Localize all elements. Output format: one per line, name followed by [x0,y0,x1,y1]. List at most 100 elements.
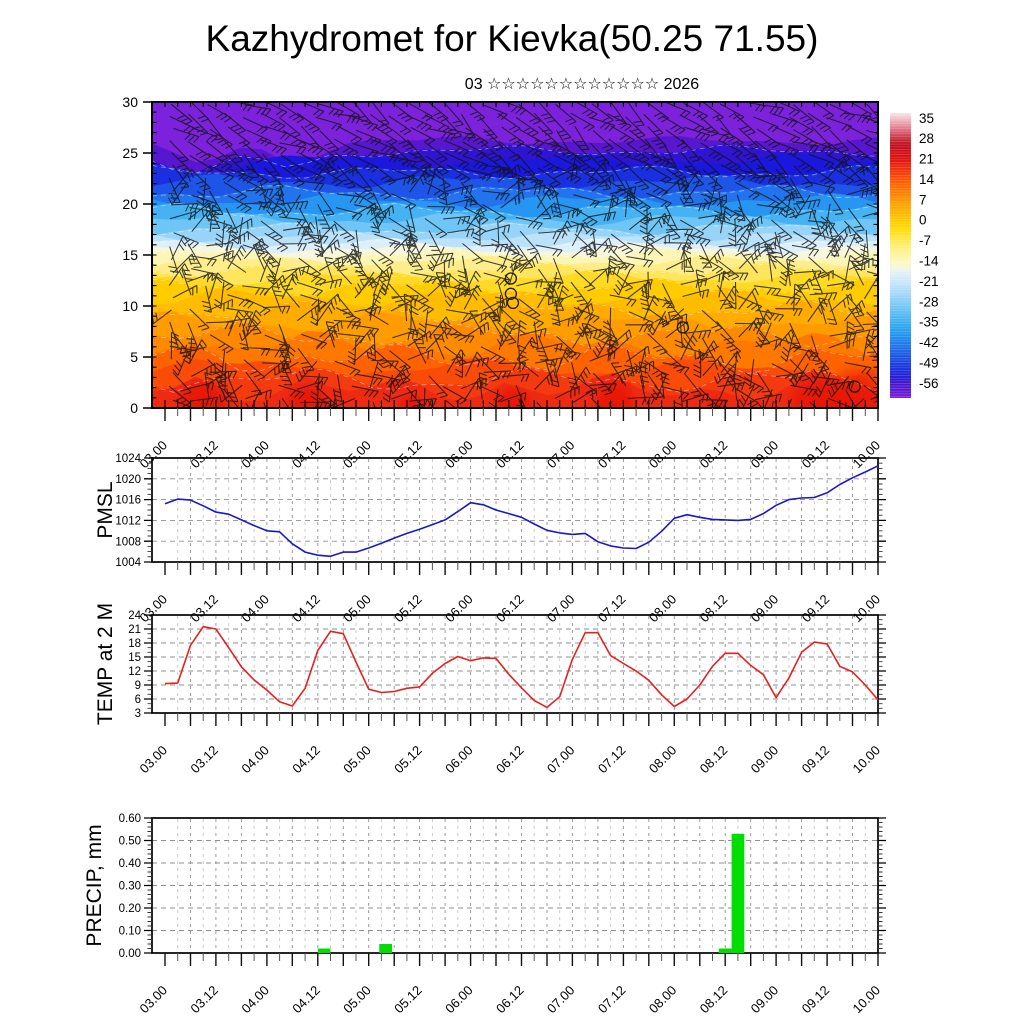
svg-text:07.00: 07.00 [544,743,578,777]
svg-text:3: 3 [135,708,141,720]
svg-text:08.00: 08.00 [646,983,680,1017]
svg-text:5: 5 [130,349,138,365]
svg-text:1008: 1008 [115,536,141,548]
svg-text:0.20: 0.20 [119,903,141,915]
svg-text:03.00: 03.00 [137,592,171,626]
svg-text:-42: -42 [919,335,939,350]
svg-text:09.00: 09.00 [748,743,782,777]
svg-text:21: 21 [919,152,934,167]
svg-text:09.12: 09.12 [799,743,833,777]
svg-text:10.00: 10.00 [850,743,884,777]
svg-text:-7: -7 [919,233,931,248]
svg-text:08.00: 08.00 [646,592,680,626]
svg-text:-56: -56 [919,376,939,391]
svg-text:03.00: 03.00 [137,438,171,472]
svg-text:04.12: 04.12 [289,983,323,1017]
svg-text:1020: 1020 [115,474,141,486]
svg-text:-14: -14 [919,253,939,268]
svg-text:07.12: 07.12 [595,743,629,777]
svg-text:14: 14 [919,172,935,187]
svg-text:08.12: 08.12 [697,743,731,777]
colorbar: 35 28 21 14 7 0 -7 -14 -21 -28 -35 -42 -49 -56 [890,111,939,398]
svg-text:03.00: 03.00 [137,743,171,777]
pmsl-panel: 1004 1008 1012 1016 1020 1024 03.00 03.12 04.00 0… [94,453,886,625]
svg-text:PRECIP, mm: PRECIP, mm [83,824,106,946]
svg-text:05.00: 05.00 [340,592,374,626]
svg-text:03.12: 03.12 [187,743,221,777]
svg-text:09.00: 09.00 [748,983,782,1017]
svg-text:06.00: 06.00 [442,983,476,1017]
svg-text:-28: -28 [919,294,939,309]
svg-text:06.00: 06.00 [442,743,476,777]
svg-text:24: 24 [128,610,141,622]
svg-text:0: 0 [130,400,138,416]
precip-bar [379,944,392,953]
precip-bar [718,948,732,953]
svg-text:04.00: 04.00 [238,592,272,626]
precip-panel: 0.00 0.10 0.20 0.30 0.40 0.50 0.60 03.00 03.12 04… [83,813,886,1016]
svg-text:-35: -35 [919,315,939,330]
svg-text:1016: 1016 [115,495,141,507]
svg-text:0.40: 0.40 [119,858,141,870]
svg-text:04.00: 04.00 [238,983,272,1017]
svg-text:06.12: 06.12 [493,983,527,1017]
svg-text:05.00: 05.00 [340,743,374,777]
chart-subtitle: 03 ☆☆☆☆☆☆☆☆☆☆☆☆ 2026 [464,76,700,93]
svg-text:07.00: 07.00 [544,592,578,626]
cross-section-field [152,102,878,408]
svg-text:0.00: 0.00 [119,948,141,960]
svg-text:09.12: 09.12 [799,983,833,1017]
svg-text:15: 15 [128,652,141,664]
svg-text:04.12: 04.12 [289,743,323,777]
svg-text:05.12: 05.12 [391,592,425,626]
svg-text:1004: 1004 [115,557,141,569]
svg-text:TEMP at 2 M: TEMP at 2 M [94,603,117,725]
svg-text:03.12: 03.12 [187,983,221,1017]
svg-text:25: 25 [122,145,138,161]
svg-text:15: 15 [122,247,138,263]
svg-text:9: 9 [135,680,141,692]
svg-text:-21: -21 [919,274,939,289]
svg-text:20: 20 [122,196,138,212]
svg-text:03.12: 03.12 [187,592,221,626]
svg-text:18: 18 [128,638,141,650]
svg-text:-49: -49 [919,355,939,370]
temp-panel: 3 6 9 12 15 18 21 24 03.00 03.12 04.00 04.12 05.00 05… [94,603,886,776]
svg-text:7: 7 [919,192,927,207]
svg-text:0.30: 0.30 [119,881,141,893]
svg-text:08.12: 08.12 [697,592,731,626]
precip-bar [731,833,745,954]
svg-text:08.12: 08.12 [697,983,731,1017]
svg-text:0.60: 0.60 [119,813,141,825]
svg-text:05.12: 05.12 [391,983,425,1017]
svg-text:07.00: 07.00 [544,983,578,1017]
svg-text:21: 21 [128,624,141,636]
svg-text:03.00: 03.00 [137,983,171,1017]
svg-text:10: 10 [122,298,138,314]
svg-text:10.00: 10.00 [850,983,884,1017]
chart-title: Kazhydromet for Kievka(50.25 71.55) [205,18,819,59]
svg-text:28: 28 [919,131,934,146]
svg-text:08.00: 08.00 [646,743,680,777]
svg-text:05.00: 05.00 [340,983,374,1017]
svg-text:09.12: 09.12 [799,592,833,626]
svg-text:1012: 1012 [115,516,141,528]
svg-text:06.12: 06.12 [493,592,527,626]
svg-text:35: 35 [919,111,934,126]
svg-text:6: 6 [135,694,141,706]
svg-text:07.12: 07.12 [595,592,629,626]
svg-text:0.10: 0.10 [119,926,141,938]
svg-text:30: 30 [122,94,138,110]
svg-text:06.00: 06.00 [442,592,476,626]
svg-text:05.12: 05.12 [391,743,425,777]
svg-text:0.50: 0.50 [119,836,141,848]
svg-text:PMSL: PMSL [94,481,117,538]
svg-text:06.12: 06.12 [493,743,527,777]
svg-text:0: 0 [919,213,927,228]
svg-text:12: 12 [128,666,141,678]
svg-text:09.00: 09.00 [748,592,782,626]
precip-bar [317,948,331,953]
